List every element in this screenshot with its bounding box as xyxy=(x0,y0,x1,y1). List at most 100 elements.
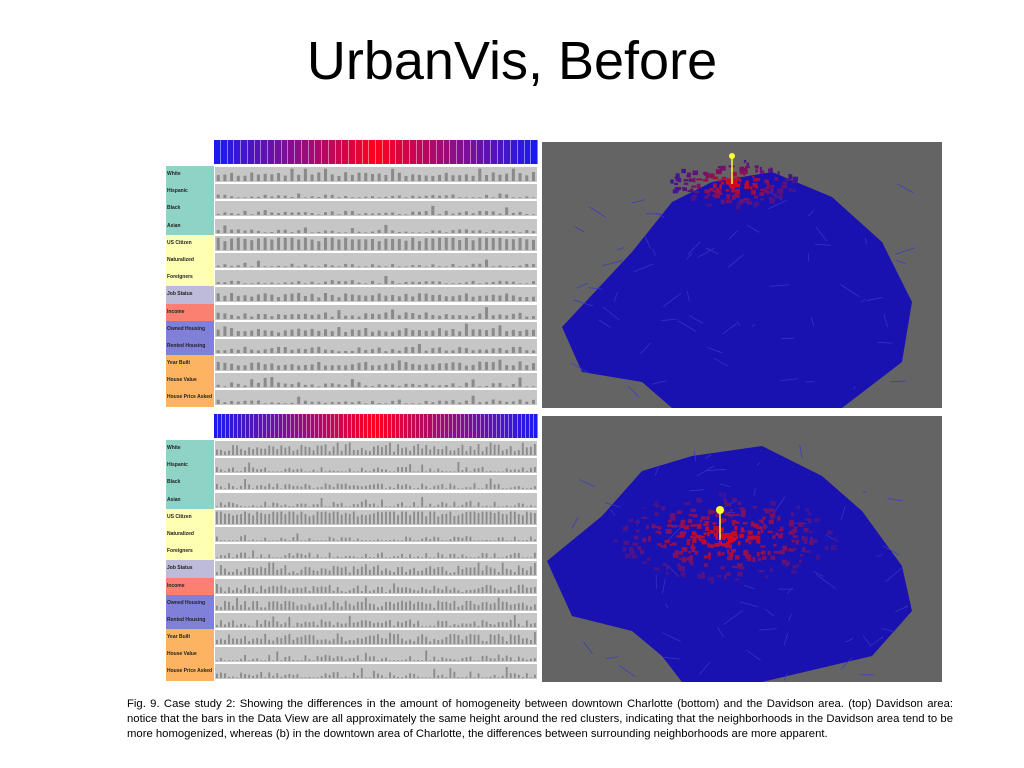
data-bar xyxy=(469,500,472,507)
attribute-row[interactable]: Naturalized xyxy=(166,525,538,544)
map-view[interactable] xyxy=(542,142,942,408)
attribute-row[interactable]: Asian xyxy=(166,217,538,235)
data-bar xyxy=(356,538,359,541)
attribute-row[interactable]: Hispanic xyxy=(166,457,538,475)
data-bar xyxy=(328,621,331,627)
attribute-row[interactable]: Hispanic xyxy=(166,183,538,201)
map-view[interactable] xyxy=(542,416,942,682)
neighborhood-cell xyxy=(673,554,679,558)
attribute-row[interactable]: Black xyxy=(166,474,538,492)
data-bar xyxy=(429,557,432,559)
neighborhood-cell xyxy=(804,518,809,521)
attribute-row[interactable]: Job Status xyxy=(166,286,538,304)
attribute-row[interactable]: White xyxy=(166,440,538,458)
data-bar xyxy=(224,451,226,455)
data-bar xyxy=(505,293,509,302)
location-marker[interactable] xyxy=(729,153,735,159)
attribute-row[interactable]: White xyxy=(166,166,538,184)
attribute-row[interactable]: Foreigners xyxy=(166,269,538,287)
attribute-row[interactable]: Foreigners xyxy=(166,543,538,561)
neighborhood-cell xyxy=(754,201,760,206)
data-bar xyxy=(364,653,367,662)
attribute-row[interactable]: Job Status xyxy=(166,560,538,578)
neighborhood-cell xyxy=(767,530,773,534)
data-bar xyxy=(308,516,311,524)
neighborhood-cell xyxy=(770,188,774,192)
data-bar xyxy=(409,639,412,645)
attribute-row[interactable]: House Price Asked xyxy=(166,389,538,407)
data-bar xyxy=(264,513,267,524)
data-bar xyxy=(337,214,341,216)
data-bar xyxy=(324,383,328,388)
data-bar xyxy=(270,294,274,302)
neighborhood-cell xyxy=(778,529,784,532)
data-bar xyxy=(344,591,347,593)
neighborhood-cell xyxy=(833,536,837,542)
data-bar xyxy=(521,540,524,541)
attribute-row[interactable]: Black xyxy=(166,200,538,218)
scale-cell xyxy=(254,414,259,438)
attribute-row[interactable]: House Value xyxy=(166,372,538,390)
data-bar xyxy=(296,469,299,473)
data-bar xyxy=(330,195,334,199)
data-bar xyxy=(243,385,247,388)
data-bar xyxy=(397,586,399,593)
attribute-row[interactable]: Rented Housing xyxy=(166,337,538,356)
data-bar xyxy=(216,265,220,267)
neighborhood-cell xyxy=(756,539,759,544)
data-bar xyxy=(250,239,254,250)
data-bar xyxy=(324,511,327,524)
data-bar xyxy=(485,211,489,216)
attribute-row[interactable]: Rented Housing xyxy=(166,611,538,630)
neighborhood-border xyxy=(688,315,704,324)
data-bar xyxy=(303,168,307,181)
neighborhood-border xyxy=(882,545,899,556)
data-bar xyxy=(511,365,515,371)
neighborhood-cell xyxy=(754,178,761,182)
neighborhood-cell xyxy=(674,182,678,186)
data-bar xyxy=(429,511,432,524)
data-bar xyxy=(216,329,220,336)
attribute-row[interactable]: US Citizen xyxy=(166,234,538,252)
data-bar xyxy=(449,553,452,559)
attribute-row[interactable]: Income xyxy=(166,577,538,595)
attribute-row[interactable]: US Citizen xyxy=(166,508,538,526)
row-bars xyxy=(215,630,537,646)
data-bar xyxy=(240,505,242,507)
data-bar xyxy=(352,511,355,524)
row-label: Rented Housing xyxy=(166,337,214,356)
attribute-row[interactable]: Asian xyxy=(166,491,538,509)
attribute-row[interactable]: House Value xyxy=(166,646,538,664)
data-bar xyxy=(453,485,456,490)
neighborhood-cell xyxy=(636,546,640,550)
data-bar xyxy=(413,660,416,662)
attribute-row[interactable]: Owned Housing xyxy=(166,594,538,612)
attribute-row[interactable]: Year Built xyxy=(166,355,538,373)
data-bar xyxy=(485,505,488,507)
data-bar xyxy=(344,331,348,336)
attribute-row[interactable]: Year Built xyxy=(166,629,538,647)
neighborhood-cell xyxy=(675,574,679,577)
attribute-row[interactable]: Naturalized xyxy=(166,251,538,270)
attribute-row[interactable]: Income xyxy=(166,303,538,321)
data-bar xyxy=(397,633,399,645)
attribute-row[interactable]: Owned Housing xyxy=(166,320,538,338)
neighborhood-cell xyxy=(760,188,766,192)
data-bar xyxy=(228,601,230,610)
data-bar xyxy=(531,214,535,216)
neighborhood-cell xyxy=(726,541,730,546)
neighborhood-cell xyxy=(672,525,678,528)
neighborhood-cell xyxy=(701,516,706,520)
location-marker[interactable] xyxy=(716,506,724,514)
data-bar xyxy=(513,504,516,507)
row-bars xyxy=(215,218,537,234)
data-bar xyxy=(270,347,274,353)
neighborhood-cell xyxy=(709,173,714,179)
data-bar xyxy=(391,309,395,319)
data-bar xyxy=(264,537,267,541)
neighborhood-cell xyxy=(686,539,691,542)
scale-cell xyxy=(261,140,268,164)
data-bar xyxy=(513,553,516,559)
neighborhood-border xyxy=(767,199,788,210)
attribute-row[interactable]: House Price Asked xyxy=(166,663,538,681)
